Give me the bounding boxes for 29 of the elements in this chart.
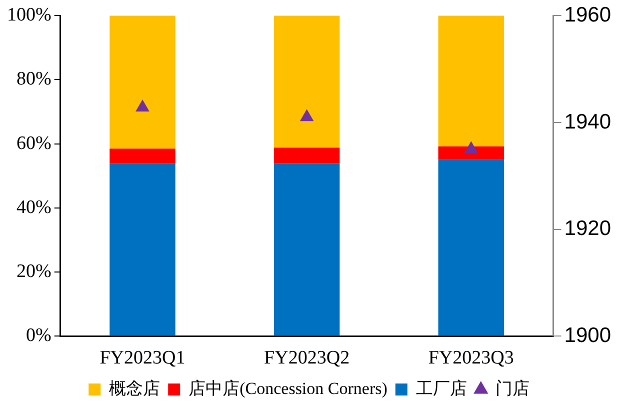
- y-tick-label: 20%: [16, 261, 52, 282]
- y-tick-label: 40%: [16, 196, 52, 218]
- y-tick-label: 100%: [7, 4, 52, 26]
- point: [464, 142, 478, 154]
- legend-label: 店中店(Concession Corners): [188, 378, 388, 398]
- y-tick-label: 80%: [16, 68, 52, 90]
- y2-tick-label: 1920: [564, 217, 611, 240]
- y2-tick-label: 1900: [564, 324, 611, 347]
- legend-label: 工厂店: [416, 378, 467, 398]
- bar: [438, 16, 504, 146]
- bar: [274, 16, 340, 148]
- legend-label: 概念店: [109, 378, 160, 398]
- bar: [438, 146, 504, 160]
- point: [136, 100, 150, 112]
- bar: [274, 148, 340, 164]
- point: [300, 110, 314, 122]
- legend-label: 门店: [495, 378, 530, 398]
- x-tick-label: FY2023Q2: [264, 348, 350, 369]
- bar: [274, 163, 340, 336]
- y-tick-label: 0%: [26, 325, 52, 346]
- bar: [110, 148, 176, 164]
- y2-tick-label: 1940: [564, 110, 611, 134]
- bar: [438, 160, 504, 336]
- bar: [110, 163, 176, 336]
- y2-tick-label: 1960: [564, 3, 611, 26]
- x-tick-label: FY2023Q1: [100, 348, 186, 369]
- x-tick-label: FY2023Q3: [428, 348, 514, 369]
- y-tick-label: 60%: [16, 132, 52, 154]
- bar: [110, 16, 176, 149]
